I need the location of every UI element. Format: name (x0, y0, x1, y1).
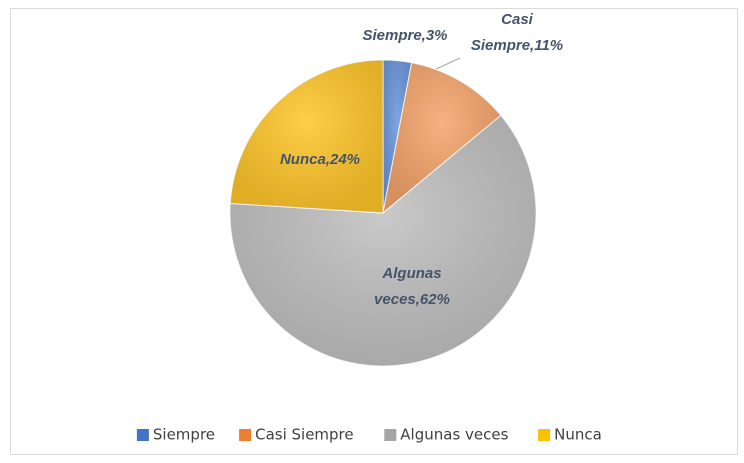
legend-swatch (136, 429, 149, 441)
slice-shade (383, 62, 501, 213)
legend-label: Nunca (554, 426, 602, 444)
data-label: Algunas veces,62% (374, 265, 450, 308)
legend-swatch (384, 429, 397, 441)
data-label: Siempre,3% (362, 27, 448, 44)
data-label: Casi Siempre,11% (470, 11, 564, 54)
slice-shade (230, 60, 383, 213)
legend-label: Algunas veces (400, 426, 508, 444)
data-label: Nunca,24% (279, 151, 361, 168)
leader-line (433, 57, 461, 71)
legend-label: Casi Siempre (255, 426, 354, 444)
slice-shade (230, 115, 536, 367)
legend-swatch (538, 429, 551, 441)
legend-swatch (239, 429, 252, 441)
legend-label: Siempre (153, 426, 215, 444)
